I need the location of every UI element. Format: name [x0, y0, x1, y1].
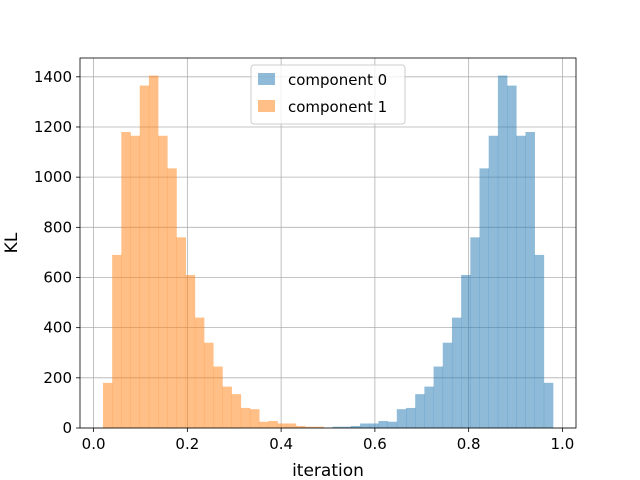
histogram-bar-component-1 — [213, 366, 223, 428]
y-tick-label: 0 — [62, 419, 72, 437]
x-axis-ticks: 0.0 0.2 0.4 0.6 0.8 1.0 — [82, 428, 574, 453]
y-tick-label: 600 — [43, 268, 72, 286]
histogram-bar-component-0 — [378, 420, 388, 428]
legend-label-component-1: component 1 — [288, 98, 387, 116]
histogram-bar-component-1 — [240, 407, 251, 428]
y-axis-ticks: 0 200 400 600 800 1000 1200 1400 — [34, 68, 80, 437]
x-axis-title: iteration — [292, 461, 364, 480]
histogram-bar-component-1 — [222, 386, 232, 428]
histogram-bar-component-0 — [470, 237, 480, 428]
legend-swatch-component-0 — [258, 73, 275, 85]
y-tick-label: 1400 — [34, 68, 72, 86]
histogram-bar-component-0 — [341, 426, 352, 428]
x-tick-label: 1.0 — [550, 435, 574, 453]
histogram-bar-component-0 — [516, 135, 526, 429]
histogram-bar-component-0 — [369, 423, 379, 428]
histogram-bar-component-0 — [479, 168, 490, 429]
legend-frame — [250, 64, 406, 125]
histogram-bar-component-1 — [185, 274, 196, 428]
y-tick-label: 800 — [43, 218, 72, 236]
histogram-bar-component-1 — [167, 168, 177, 429]
histogram-bar-component-0 — [534, 254, 545, 428]
histogram-bar-component-1 — [148, 75, 159, 428]
x-tick-label: 0.2 — [175, 435, 199, 453]
histogram-bar-component-0 — [360, 423, 370, 428]
x-tick-label: 0.6 — [363, 435, 387, 453]
histogram-bar-component-1 — [194, 317, 205, 428]
histogram-bar-component-1 — [112, 254, 122, 428]
y-tick-label: 1200 — [34, 118, 72, 136]
histogram-bar-component-0 — [488, 135, 499, 429]
histogram-bar-component-1 — [259, 421, 269, 428]
histogram-bar-component-0 — [543, 382, 554, 428]
histogram-bar-component-0 — [350, 425, 361, 428]
y-tick-label: 400 — [43, 319, 72, 337]
histogram-bar-component-1 — [130, 135, 141, 429]
y-tick-label: 200 — [43, 369, 72, 387]
histogram-bar-component-0 — [415, 394, 425, 428]
histogram-bar-component-1 — [286, 423, 297, 428]
histogram-bar-component-1 — [295, 425, 306, 428]
histogram-bar-component-0 — [424, 386, 434, 428]
histogram-bar-component-1 — [139, 85, 150, 428]
histogram-bar-component-0 — [525, 132, 535, 428]
legend-swatch-component-1 — [258, 100, 275, 112]
histogram-bar-component-1 — [176, 237, 186, 428]
histogram-bar-component-1 — [277, 423, 288, 428]
histogram-bar-component-0 — [451, 317, 462, 428]
x-tick-label: 0.4 — [269, 435, 293, 453]
histogram-bar-component-0 — [461, 274, 471, 428]
y-axis-title: KL — [2, 232, 22, 253]
histogram-bars — [102, 75, 554, 429]
histogram-bar-component-0 — [332, 426, 342, 428]
histogram-bar-component-1 — [305, 426, 315, 428]
x-tick-label: 0.0 — [82, 435, 106, 453]
legend-label-component-0: component 0 — [288, 71, 387, 89]
histogram-bar-component-0 — [387, 421, 398, 428]
histogram-bar-component-0 — [406, 407, 416, 428]
histogram-bar-component-1 — [314, 426, 324, 428]
x-tick-label: 0.8 — [457, 435, 481, 453]
plot-frame — [79, 57, 577, 429]
histogram-bar-component-0 — [433, 366, 444, 428]
legend: component 0 component 1 — [250, 64, 406, 125]
histogram-bar-component-0 — [507, 85, 517, 428]
histogram-bar-component-1 — [249, 409, 260, 428]
histogram-bar-component-1 — [102, 382, 113, 428]
histogram-bar-component-1 — [158, 135, 168, 429]
y-tick-label: 1000 — [34, 168, 72, 186]
histogram-bar-component-1 — [231, 394, 242, 428]
histogram-bar-component-1 — [204, 342, 214, 428]
histogram-bar-component-1 — [121, 132, 131, 428]
histogram-bar-component-0 — [396, 409, 407, 428]
histogram-bar-component-0 — [442, 342, 453, 428]
histogram-bar-component-0 — [497, 75, 508, 428]
histogram-bar-component-1 — [268, 420, 278, 428]
